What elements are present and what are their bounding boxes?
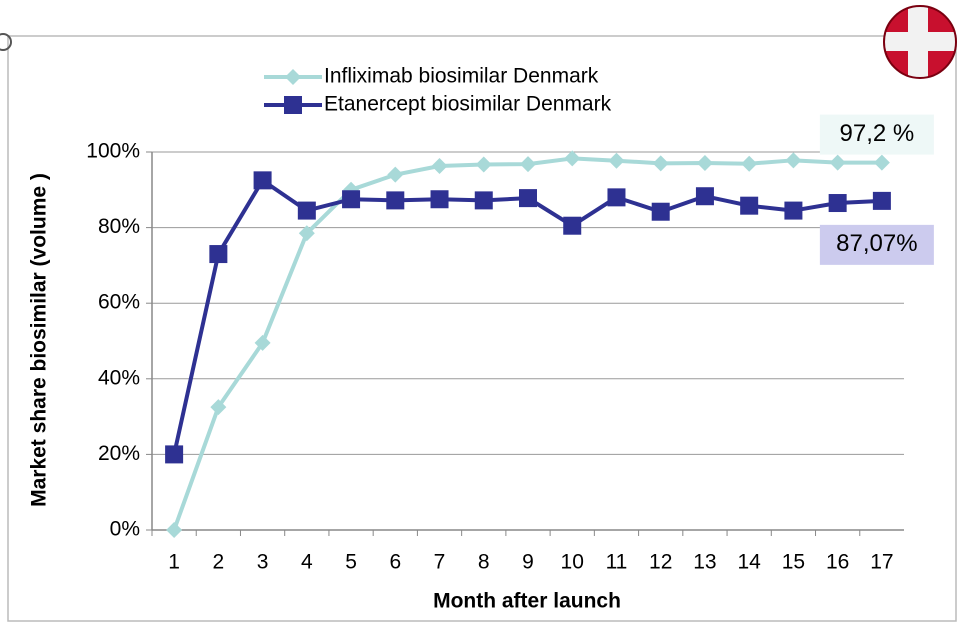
marker: [166, 522, 183, 538]
marker: [829, 154, 846, 171]
marker: [165, 445, 184, 464]
y-tick-label: 100%: [86, 140, 140, 163]
y-tick-label: 40%: [98, 366, 140, 389]
marker: [297, 201, 316, 220]
x-tick-label: 7: [434, 551, 446, 574]
marker: [431, 157, 448, 174]
marker: [254, 334, 271, 351]
marker: [873, 154, 890, 171]
marker: [298, 225, 315, 242]
marker: [740, 196, 759, 215]
marker: [784, 201, 803, 220]
marker: [695, 187, 714, 206]
marker: [608, 152, 625, 169]
marker: [430, 190, 449, 209]
frame: [7, 35, 957, 622]
series-line: [172, 156, 882, 531]
y-tick-label: 80%: [98, 215, 140, 238]
x-tick-label: 13: [693, 551, 716, 574]
value-label: 87,07%: [836, 230, 917, 257]
marker: [520, 156, 536, 173]
x-tick-label: 3: [257, 551, 269, 574]
x-tick-label: 16: [826, 551, 849, 574]
x-tick-label: 10: [561, 551, 584, 574]
marker: [607, 188, 626, 207]
marker: [741, 155, 758, 172]
marker: [872, 191, 891, 210]
x-tick-label: 5: [345, 551, 357, 574]
x-tick-label: 8: [478, 551, 490, 574]
marker: [651, 202, 670, 221]
legend-label: Etanercept biosimilar Denmark: [324, 93, 612, 116]
marker: [828, 194, 847, 213]
value-label-box: [819, 224, 934, 265]
x-tick-label: 6: [389, 551, 401, 574]
marker: [519, 189, 537, 208]
marker: [285, 69, 301, 85]
legend-label: Infliximab biosimilar Denmark: [324, 65, 599, 88]
marker: [475, 156, 492, 173]
flag-icon: [883, 5, 957, 79]
marker: [342, 190, 361, 209]
x-tick-label: 14: [737, 551, 761, 574]
marker: [564, 150, 581, 167]
marker: [652, 155, 669, 172]
marker: [284, 96, 302, 114]
x-tick-label: 12: [649, 551, 672, 574]
marker: [563, 216, 582, 235]
x-tick-label: 17: [870, 551, 893, 574]
corner-mark: [0, 33, 12, 51]
y-axis-title: Market share biosimilar (volume ): [28, 173, 51, 507]
y-tick-label: 60%: [98, 291, 140, 314]
x-tick-label: 4: [301, 551, 313, 574]
marker: [210, 399, 227, 416]
y-tick-label: 20%: [98, 442, 140, 465]
value-label-box: [819, 114, 934, 155]
x-tick-label: 2: [213, 551, 225, 574]
x-tick-label: 9: [522, 551, 534, 574]
marker: [209, 245, 228, 264]
value-label: 97,2 %: [840, 120, 915, 147]
marker: [387, 166, 404, 183]
marker: [386, 191, 405, 210]
x-tick-label: 15: [782, 551, 805, 574]
y-tick-label: 0%: [110, 518, 140, 541]
marker: [474, 191, 493, 210]
marker: [253, 171, 272, 190]
x-axis-title: Month after launch: [433, 590, 621, 613]
x-tick-label: 11: [606, 551, 628, 574]
marker: [696, 154, 713, 171]
x-tick-label: 1: [168, 551, 180, 574]
series-line: [172, 178, 882, 455]
marker: [785, 152, 802, 169]
